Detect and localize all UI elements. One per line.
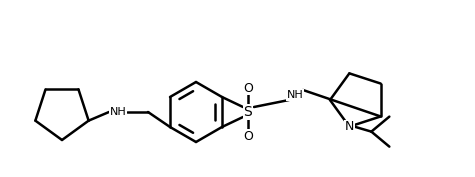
Text: O: O bbox=[243, 81, 253, 95]
Text: NH: NH bbox=[110, 107, 126, 117]
Text: O: O bbox=[243, 130, 253, 142]
Text: NH: NH bbox=[286, 90, 304, 100]
Text: N: N bbox=[345, 120, 354, 133]
Text: S: S bbox=[244, 105, 252, 119]
